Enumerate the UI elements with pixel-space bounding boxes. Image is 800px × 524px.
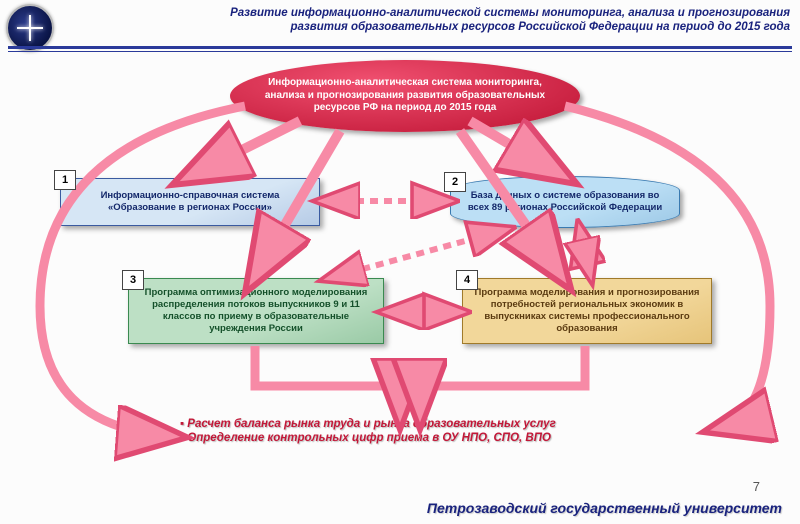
node-1: Информационно-справочная система «Образо… <box>60 178 320 226</box>
bullet-1: Расчет баланса рынка труда и рынка образ… <box>180 418 760 430</box>
badge-4: 4 <box>456 270 478 290</box>
header-title-line2: развития образовательных ресурсов Россий… <box>60 20 790 34</box>
bullet-2: Определение контрольных цифр приема в ОУ… <box>180 432 760 444</box>
badge-1: 1 <box>54 170 76 190</box>
header-rule-thin <box>8 51 792 52</box>
badge-3: 3 <box>122 270 144 290</box>
node-3-text: Программа оптимизационного моделирования… <box>139 287 373 335</box>
badge-2: 2 <box>444 172 466 192</box>
main-ellipse: Информационно-аналитическая система мони… <box>230 60 580 132</box>
node-3: Программа оптимизационного моделирования… <box>128 278 384 344</box>
node-2-database: База данных о системе образования во все… <box>450 176 680 228</box>
footer-text: Петрозаводский государственный университ… <box>427 500 782 516</box>
diagram-area: Информационно-аналитическая система мони… <box>0 56 800 524</box>
result-bullets: Расчет баланса рынка труда и рынка образ… <box>180 416 760 446</box>
logo <box>6 4 54 52</box>
node-1-text: Информационно-справочная система «Образо… <box>71 190 309 214</box>
main-ellipse-text: Информационно-аналитическая система мони… <box>248 77 562 115</box>
page-number: 7 <box>753 479 760 494</box>
page-header: Развитие информационно-аналитической сис… <box>60 6 790 35</box>
header-rule-thick <box>8 46 792 49</box>
node-4-text: Программа моделирования и прогнозировани… <box>473 287 701 335</box>
node-2-text: База данных о системе образования во все… <box>461 190 669 214</box>
node-4: Программа моделирования и прогнозировани… <box>462 278 712 344</box>
header-title-line1: Развитие информационно-аналитической сис… <box>60 6 790 20</box>
